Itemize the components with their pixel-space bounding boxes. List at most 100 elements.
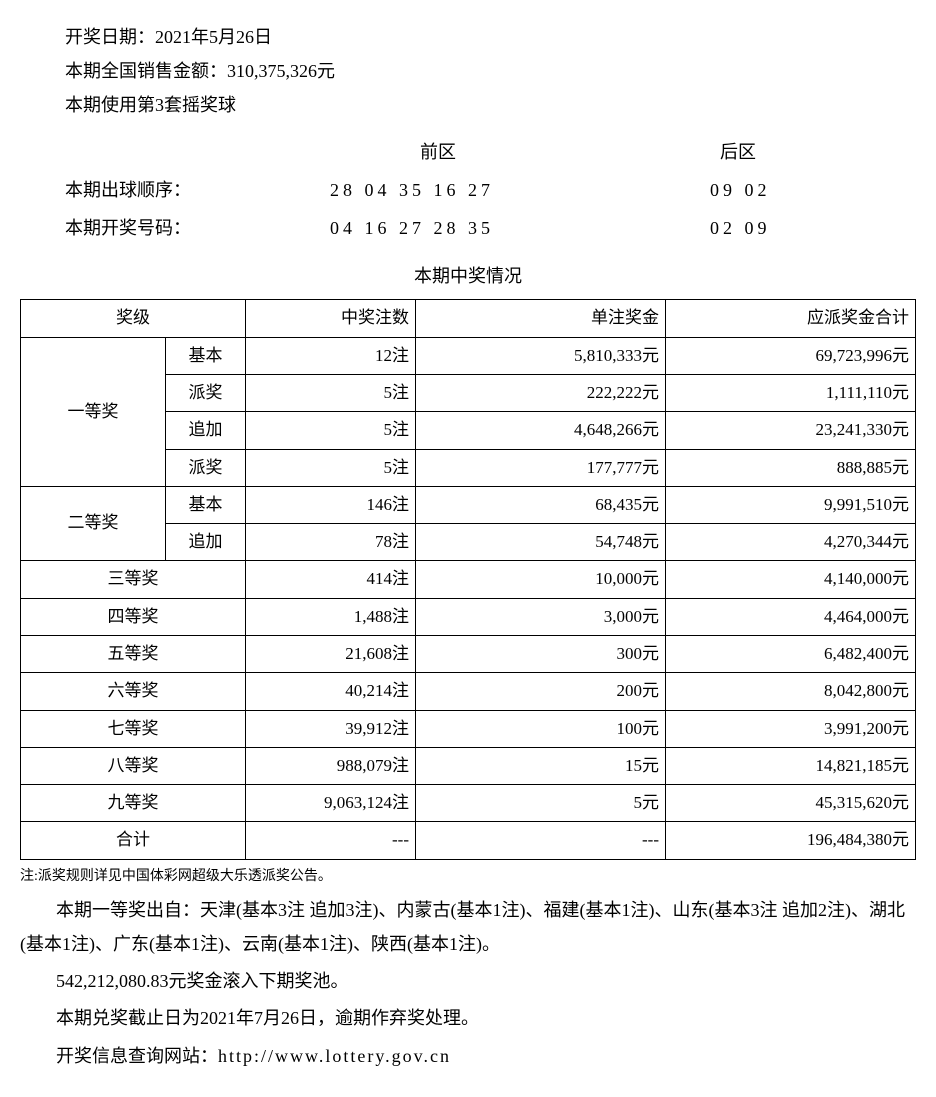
cell-per: 3,000元: [416, 598, 666, 635]
cell-total: 6,482,400元: [666, 635, 916, 672]
level-name: 七等奖: [21, 710, 246, 747]
table-row: 六等奖 40,214注 200元 8,042,800元: [21, 673, 916, 710]
number-header-row: 前区 后区: [20, 135, 916, 169]
draw-order-front: 28 04 35 16 27: [330, 173, 710, 207]
cell-total: 3,991,200元: [666, 710, 916, 747]
cell-count: 12注: [246, 337, 416, 374]
sales-label: 本期全国销售金额：: [65, 61, 227, 81]
level-name: 四等奖: [21, 598, 246, 635]
website-para: 开奖信息查询网站：http://www.lottery.gov.cn: [20, 1040, 916, 1073]
table-total-row: 合计 --- --- 196,484,380元: [21, 822, 916, 859]
table-row: 五等奖 21,608注 300元 6,482,400元: [21, 635, 916, 672]
cell-count: 146注: [246, 486, 416, 523]
cell-total: 1,111,110元: [666, 374, 916, 411]
cell-per: 300元: [416, 635, 666, 672]
level-name: 六等奖: [21, 673, 246, 710]
cell-count: 5注: [246, 374, 416, 411]
level1-sub: 基本: [166, 337, 246, 374]
level2-name: 二等奖: [21, 486, 166, 561]
level1-name: 一等奖: [21, 337, 166, 486]
draw-date-label: 开奖日期：: [65, 27, 155, 47]
table-row: 九等奖 9,063,124注 5元 45,315,620元: [21, 785, 916, 822]
back-area-label: 后区: [710, 135, 916, 169]
total-total: 196,484,380元: [666, 822, 916, 859]
winning-label: 本期开奖号码：: [20, 211, 330, 245]
cell-total: 23,241,330元: [666, 412, 916, 449]
winning-front: 04 16 27 28 35: [330, 211, 710, 245]
col-count-header: 中奖注数: [246, 300, 416, 337]
level1-sub: 追加: [166, 412, 246, 449]
table-row: 三等奖 414注 10,000元 4,140,000元: [21, 561, 916, 598]
number-section: 前区 后区 本期出球顺序： 28 04 35 16 27 09 02 本期开奖号…: [20, 135, 916, 246]
cell-per: 68,435元: [416, 486, 666, 523]
col-total-header: 应派奖金合计: [666, 300, 916, 337]
deadline-para: 本期兑奖截止日为2021年7月26日，逾期作弃奖处理。: [20, 1002, 916, 1035]
cell-per: 222,222元: [416, 374, 666, 411]
draw-order-back: 09 02: [710, 173, 916, 207]
draw-order-row: 本期出球顺序： 28 04 35 16 27 09 02: [20, 173, 916, 207]
winning-row: 本期开奖号码： 04 16 27 28 35 02 09: [20, 211, 916, 245]
cell-total: 4,270,344元: [666, 524, 916, 561]
cell-total: 69,723,996元: [666, 337, 916, 374]
draw-date-line: 开奖日期：2021年5月26日: [20, 20, 916, 54]
table-row: 一等奖 基本 12注 5,810,333元 69,723,996元: [21, 337, 916, 374]
draw-date-value: 2021年5月26日: [155, 27, 272, 47]
col-level-header: 奖级: [21, 300, 246, 337]
prize-table: 奖级 中奖注数 单注奖金 应派奖金合计 一等奖 基本 12注 5,810,333…: [20, 299, 916, 859]
cell-count: 988,079注: [246, 747, 416, 784]
cell-count: 9,063,124注: [246, 785, 416, 822]
winners-para: 本期一等奖出自：天津(基本3注 追加3注)、内蒙古(基本1注)、福建(基本1注)…: [20, 894, 916, 961]
cell-total: 8,042,800元: [666, 673, 916, 710]
website-label: 开奖信息查询网站：: [56, 1046, 218, 1066]
cell-per: 5,810,333元: [416, 337, 666, 374]
website-url: http://www.lottery.gov.cn: [218, 1046, 451, 1066]
cell-total: 9,991,510元: [666, 486, 916, 523]
table-row: 七等奖 39,912注 100元 3,991,200元: [21, 710, 916, 747]
cell-per: 177,777元: [416, 449, 666, 486]
ballset-line: 本期使用第3套摇奖球: [20, 88, 916, 122]
level2-sub: 基本: [166, 486, 246, 523]
cell-count: 78注: [246, 524, 416, 561]
cell-per: 100元: [416, 710, 666, 747]
cell-count: 5注: [246, 449, 416, 486]
prize-table-body: 一等奖 基本 12注 5,810,333元 69,723,996元 派奖 5注 …: [21, 337, 916, 859]
table-row: 八等奖 988,079注 15元 14,821,185元: [21, 747, 916, 784]
cell-total: 4,140,000元: [666, 561, 916, 598]
cell-count: 40,214注: [246, 673, 416, 710]
cell-per: 200元: [416, 673, 666, 710]
table-title: 本期中奖情况: [20, 259, 916, 293]
sales-value: 310,375,326元: [227, 61, 335, 81]
cell-count: 39,912注: [246, 710, 416, 747]
cell-count: 21,608注: [246, 635, 416, 672]
cell-per: 5元: [416, 785, 666, 822]
col-per-header: 单注奖金: [416, 300, 666, 337]
table-row: 四等奖 1,488注 3,000元 4,464,000元: [21, 598, 916, 635]
cell-per: 4,648,266元: [416, 412, 666, 449]
cell-total: 888,885元: [666, 449, 916, 486]
cell-count: 1,488注: [246, 598, 416, 635]
front-area-label: 前区: [330, 135, 710, 169]
draw-order-label: 本期出球顺序：: [20, 173, 330, 207]
level1-sub: 派奖: [166, 449, 246, 486]
table-header-row: 奖级 中奖注数 单注奖金 应派奖金合计: [21, 300, 916, 337]
cell-per: 54,748元: [416, 524, 666, 561]
table-row: 二等奖 基本 146注 68,435元 9,991,510元: [21, 486, 916, 523]
cell-count: 414注: [246, 561, 416, 598]
cell-total: 45,315,620元: [666, 785, 916, 822]
level2-sub: 追加: [166, 524, 246, 561]
total-label: 合计: [21, 822, 246, 859]
cell-total: 14,821,185元: [666, 747, 916, 784]
cell-per: 10,000元: [416, 561, 666, 598]
total-count: ---: [246, 822, 416, 859]
total-per: ---: [416, 822, 666, 859]
cell-count: 5注: [246, 412, 416, 449]
rollover-para: 542,212,080.83元奖金滚入下期奖池。: [20, 965, 916, 998]
level-name: 九等奖: [21, 785, 246, 822]
note-small: 注:派奖规则详见中国体彩网超级大乐透派奖公告。: [20, 864, 916, 891]
sales-line: 本期全国销售金额：310,375,326元: [20, 54, 916, 88]
winning-back: 02 09: [710, 211, 916, 245]
level-name: 八等奖: [21, 747, 246, 784]
level1-sub: 派奖: [166, 374, 246, 411]
level-name: 三等奖: [21, 561, 246, 598]
level-name: 五等奖: [21, 635, 246, 672]
